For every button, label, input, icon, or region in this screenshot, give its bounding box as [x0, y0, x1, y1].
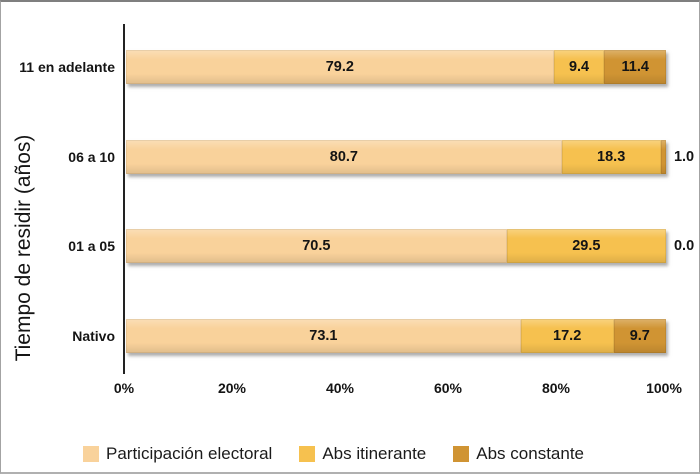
value-label-outside: 1.0	[673, 149, 695, 165]
value-label: 9.7	[629, 328, 650, 344]
value-label: 70.5	[302, 238, 331, 254]
bar-segment: 9.7	[613, 319, 666, 353]
x-tick-label: 20%	[217, 380, 247, 396]
bar-segment: 18.3	[561, 140, 661, 174]
x-tick-label: 80%	[541, 380, 571, 396]
bar-segment: 9.4	[553, 50, 605, 84]
value-label: 11.4	[621, 59, 649, 75]
bar-segment: 80.7	[126, 140, 562, 174]
bar-segment: 70.5	[126, 229, 507, 263]
category-label: 01 a 05	[68, 237, 115, 254]
value-label: 79.2	[325, 59, 354, 75]
plot-area: 79.2 9.4 11.4 80.7 18.3 1.0 70.5 29.5 0.0 73.1 17.…	[123, 24, 694, 374]
legend-label: Abs itinerante	[322, 444, 427, 463]
value-label: 18.3	[597, 149, 626, 165]
category-label: 11 en adelante	[19, 58, 115, 75]
x-tick-label: 0%	[113, 380, 135, 396]
value-label: 9.4	[568, 59, 590, 75]
category-label: Nativo	[72, 327, 115, 344]
x-tick-label: 40%	[325, 380, 355, 396]
legend-item: Abs constante	[453, 444, 584, 464]
bar-segment: 11.4	[604, 50, 666, 84]
bar-row: 70.5 29.5 0.0	[126, 229, 694, 263]
bar-row: 73.1 17.2 9.7	[126, 319, 666, 353]
legend-swatch	[83, 446, 99, 462]
bar-segment: 29.5	[506, 229, 666, 263]
x-tick-label: 100%	[646, 380, 682, 396]
legend-item: Abs itinerante	[299, 444, 426, 464]
bar-segment: 17.2	[520, 319, 614, 353]
value-label-outside: 0.0	[673, 238, 695, 254]
value-label: 80.7	[329, 149, 358, 165]
value-label: 73.1	[309, 328, 338, 344]
legend-swatch	[299, 446, 316, 462]
legend-label: Participación electoral	[106, 444, 273, 463]
x-tick-label: 60%	[433, 380, 463, 396]
value-label: 17.2	[553, 328, 582, 344]
legend-label: Abs constante	[476, 444, 585, 463]
legend-swatch	[453, 446, 470, 462]
value-label: 29.5	[572, 238, 601, 254]
bar-segment: 79.2	[126, 50, 554, 84]
category-label: 06 a 10	[68, 148, 115, 165]
bar-row: 80.7 18.3 1.0	[126, 140, 694, 174]
legend: Participación electoral Abs itinerante Abs…	[83, 444, 584, 464]
bar-segment	[660, 140, 666, 174]
bar-segment: 73.1	[126, 319, 521, 353]
legend-item: Participación electoral	[83, 444, 272, 464]
bar-row: 79.2 9.4 11.4	[126, 50, 666, 84]
